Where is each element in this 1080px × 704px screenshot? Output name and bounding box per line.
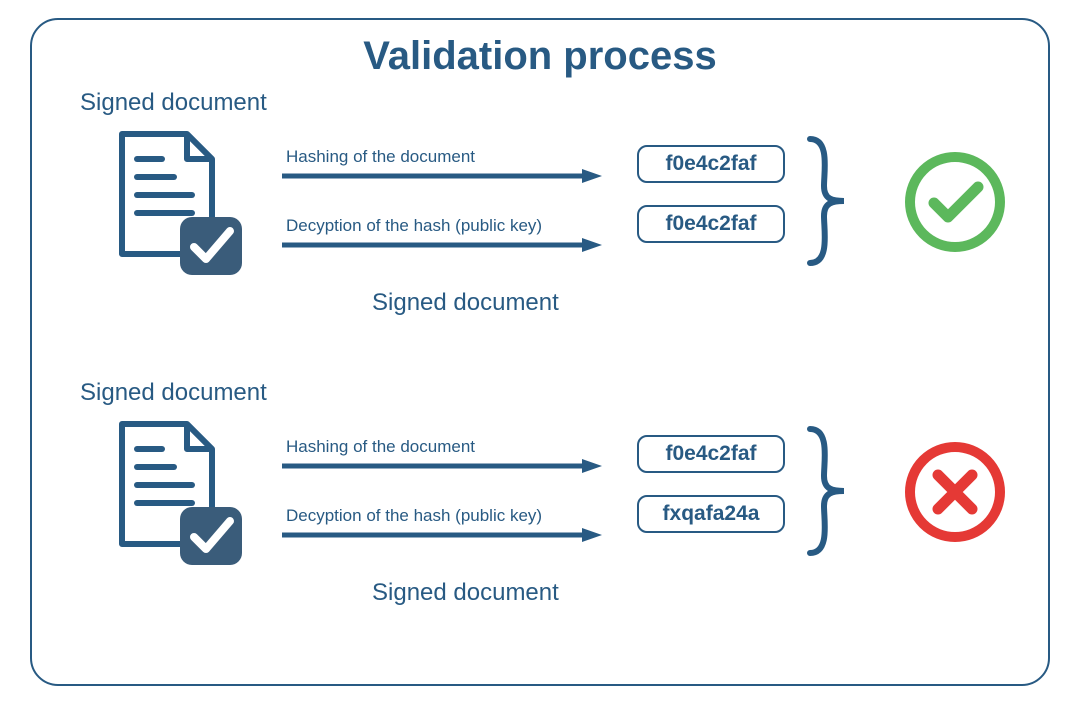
sub-label: Signed document <box>372 289 559 317</box>
arrow-row-hashing: Hashing of the document <box>282 147 622 188</box>
diagram-frame: Validation process Signed document Hashi… <box>30 18 1050 686</box>
arrow-right-icon <box>282 528 602 542</box>
hash-value: f0e4c2faf <box>637 435 785 473</box>
document-check-icon <box>112 419 252 574</box>
validation-row-error: Signed document Hashing of the document <box>72 379 1008 639</box>
arrow-row-hashing: Hashing of the document <box>282 437 622 478</box>
document-check-icon <box>112 129 252 284</box>
arrow-label: Hashing of the document <box>286 147 622 167</box>
row-header: Signed document <box>80 379 1008 407</box>
hash-value: f0e4c2faf <box>637 205 785 243</box>
arrow-group: Hashing of the document Decyption of the… <box>282 437 622 575</box>
curly-brace-icon <box>802 131 862 276</box>
arrow-label: Hashing of the document <box>286 437 622 457</box>
arrow-right-icon <box>282 169 602 183</box>
diagram-title: Validation process <box>72 34 1008 79</box>
arrow-right-icon <box>282 459 602 473</box>
validation-row-success: Signed document Hashing of the document <box>72 89 1008 349</box>
arrow-row-decryption: Decyption of the hash (public key) <box>282 216 622 257</box>
hash-group: f0e4c2faf fxqafa24a <box>637 435 785 555</box>
arrow-label: Decyption of the hash (public key) <box>286 506 622 526</box>
curly-brace-icon <box>802 421 862 566</box>
arrow-group: Hashing of the document Decyption of the… <box>282 147 622 285</box>
cross-circle-icon <box>900 437 1010 552</box>
hash-value: f0e4c2faf <box>637 145 785 183</box>
row-header: Signed document <box>80 89 1008 117</box>
checkmark-circle-icon <box>900 147 1010 262</box>
arrow-label: Decyption of the hash (public key) <box>286 216 622 236</box>
arrow-right-icon <box>282 238 602 252</box>
hash-value: fxqafa24a <box>637 495 785 533</box>
arrow-row-decryption: Decyption of the hash (public key) <box>282 506 622 547</box>
hash-group: f0e4c2faf f0e4c2faf <box>637 145 785 265</box>
sub-label: Signed document <box>372 579 559 607</box>
